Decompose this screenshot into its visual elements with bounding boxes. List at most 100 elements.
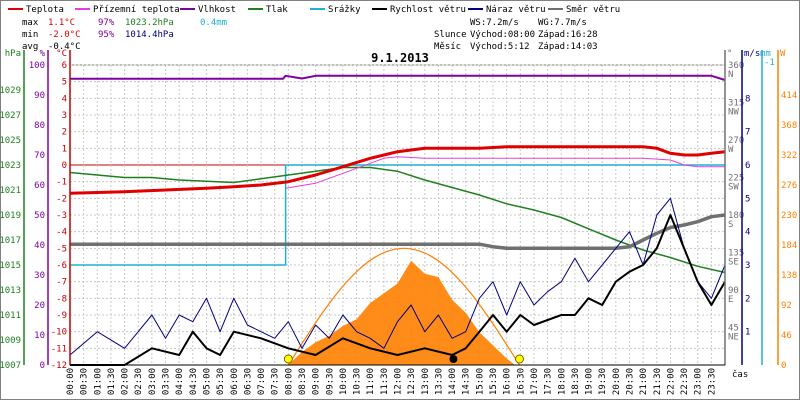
tick-label-solar: 46 [781,331,792,341]
axis-unit-wind_dir: ° [727,49,732,59]
series-sm-r-v-tru [70,213,726,251]
tick-label-temp: -1 [56,178,67,188]
series-p-zemn-teplota [285,156,725,189]
sun-marker [514,354,524,364]
tick-label-hum: 50 [34,211,45,221]
x-tick-label: 08:00 [284,368,294,395]
legend-label: Směr větru [566,5,620,15]
x-tick-label: 21:00 [639,368,649,395]
tick-label-hum: 100 [29,61,45,71]
x-tick-label: 12:00 [394,368,404,395]
sun-arc [287,247,521,366]
tick-dir-wind_dir: W [728,145,734,155]
tick-label-temp: -6 [56,261,67,271]
tick-label-hum: 10 [34,331,45,341]
x-tick-label: 07:30 [271,368,281,395]
legend-label: Vlhkost [198,5,236,15]
stat-text: Západ:14:03 [538,42,598,52]
x-tick-label: 04:30 [189,368,199,395]
x-tick-label: 16:30 [516,368,526,395]
tick-label-hum: 20 [34,301,45,311]
tick-label-wind: 1 [745,328,750,338]
sun-marker [283,354,293,364]
tick-label-temp: -10 [51,328,67,338]
tick-label-temp: 0 [62,161,67,171]
tick-label-temp: 3 [62,111,67,121]
stat-text: Západ:16:28 [538,30,598,40]
tick-label-wind_dir: 180 [728,211,744,221]
x-tick-label: 17:30 [544,368,554,395]
tick-label-solar: 184 [781,241,797,251]
tick-label-solar: 414 [781,91,797,101]
stat-text: min [22,30,38,40]
x-tick-label: 19:30 [598,368,608,395]
x-tick-label: 03:00 [148,368,158,395]
x-tick-label: 18:00 [557,368,567,395]
series-vlhkost [70,74,726,81]
tick-label-solar: 230 [781,211,797,221]
x-tick-label: 15:30 [489,368,499,395]
x-tick-label: 07:00 [257,368,267,395]
plot-area [69,64,726,366]
tick-label-temp: 4 [62,94,67,104]
tick-label-temp: 5 [62,78,67,88]
tick-label-press: 1021 [0,186,21,196]
tick-label-temp: -7 [56,278,67,288]
tick-label-wind: 7 [745,128,750,138]
tick-label-press: 1011 [0,311,21,321]
stat-text: avg [22,42,38,52]
tick-label-rain: -1 [764,58,775,68]
x-tick-label: 01:30 [107,368,117,395]
x-tick-label: 02:00 [121,368,131,395]
tick-label-hum: 60 [34,181,45,191]
stats-panel: max 1.1°C 97% 1023.2hPa 0.4mm min -2.0°C 95% 101… [22,18,598,52]
stat-text: WS:7.2m/s [470,18,519,28]
tick-label-temp: 1 [62,144,67,154]
tick-dir-wind_dir: N [728,70,733,80]
chart-title: 9.1.2013 [371,51,429,65]
x-tick-label: 23:00 [694,368,704,395]
tick-label-solar: 368 [781,121,797,131]
x-tick-label: 18:30 [571,368,581,395]
x-tick-label: 22:00 [666,368,676,395]
x-tick-label: 20:00 [612,368,622,395]
tick-label-solar: 0 [781,361,786,371]
x-tick-label: 01:00 [93,368,103,395]
axes: 1007100910111013101510171019102110231025… [0,49,797,395]
tick-label-solar: 138 [781,271,797,281]
legend-label: Náraz větru [486,5,546,15]
stat-text: Slunce [434,30,467,40]
tick-label-solar: 276 [781,181,797,191]
tick-label-press: 1015 [0,261,21,271]
legend-label: Tlak [266,5,288,15]
tick-label-wind_dir: 270 [728,136,744,146]
axis-unit-temp: °C [56,49,67,59]
tick-dir-wind_dir: NW [728,108,739,118]
tick-label-temp: -8 [56,294,67,304]
tick-label-hum: 40 [34,241,45,251]
tick-label-wind: 8 [745,94,750,104]
series-sr-ky [70,164,725,266]
x-tick-label: 09:00 [312,368,322,395]
tick-label-press: 1017 [0,236,21,246]
stat-text: 1014.4hPa [125,30,174,40]
x-tick-label: 04:00 [175,368,185,395]
stat-text: 97% [98,18,115,28]
x-tick-label: 16:00 [503,368,513,395]
x-tick-label: 11:30 [380,368,390,395]
tick-label-wind: 5 [745,194,750,204]
stat-text: -2.0°C [48,30,81,40]
x-tick-label: 23:30 [707,368,717,395]
tick-dir-wind_dir: S [728,220,733,230]
x-tick-label: 00:30 [80,368,90,395]
x-tick-label: 13:00 [421,368,431,395]
tick-label-temp: -9 [56,311,67,321]
tick-label-temp: -3 [56,211,67,221]
x-axis-label: čas [732,369,748,380]
tick-label-wind_dir: 45 [728,324,739,334]
x-tick-label: 14:30 [462,368,472,395]
tick-label-solar: 92 [781,301,792,311]
tick-label-wind_dir: 135 [728,249,744,259]
tick-label-hum: 30 [34,271,45,281]
